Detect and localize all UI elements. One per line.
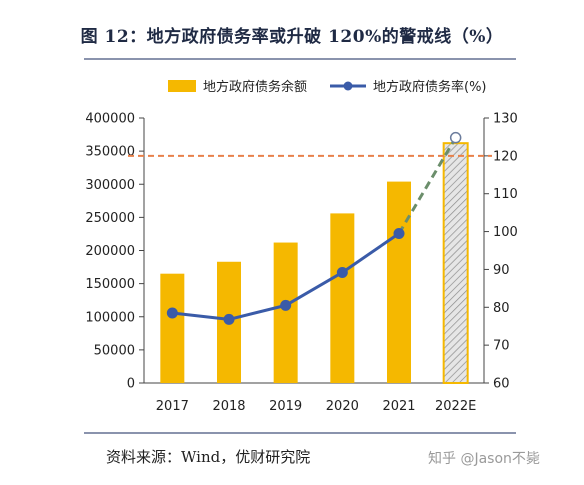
- chart-title: 图 12：地方政府债务率或升破 120%的警戒线（%）: [80, 27, 504, 47]
- legend-label-line: 地方政府债务率(%): [373, 79, 487, 95]
- y-left-tick-label: 100000: [85, 310, 135, 325]
- bar-2017: [160, 273, 185, 383]
- ratio-point-2019: [280, 299, 292, 311]
- ratio-line-forecast: [397, 136, 457, 235]
- ratio-point-2021: [393, 227, 405, 239]
- footer-divider: [84, 432, 516, 434]
- y-left-tick-label: 0: [127, 377, 135, 392]
- bar-2020: [330, 213, 355, 383]
- x-tick-label: 2017: [156, 399, 189, 414]
- legend-swatch-bar: [168, 80, 196, 92]
- x-tick-label: 2020: [326, 399, 359, 414]
- y-left-tick-label: 350000: [85, 145, 135, 160]
- title-divider: [84, 58, 516, 60]
- y-right-tick-label: 90: [493, 263, 510, 278]
- ratio-point-2018: [223, 313, 235, 325]
- ratio-point-2022E: [449, 131, 462, 144]
- x-tick-label: 2019: [269, 399, 302, 414]
- x-tick-label: 2021: [382, 399, 415, 414]
- y-left-tick-label: 250000: [85, 211, 135, 226]
- y-left-tick-label: 300000: [85, 178, 135, 193]
- x-tick-label: 2022E: [435, 399, 476, 414]
- y-right-tick-label: 100: [493, 225, 518, 240]
- x-tick-label: 2018: [212, 399, 245, 414]
- legend-label-bar: 地方政府债务余额: [203, 79, 307, 95]
- y-right-tick-label: 120: [493, 149, 518, 164]
- ratio-point-2017: [166, 307, 178, 319]
- ratio-point-2020: [336, 266, 348, 278]
- y-right-tick-label: 70: [493, 339, 510, 354]
- y-right-tick-label: 80: [493, 301, 510, 316]
- y-left-tick-label: 200000: [85, 244, 135, 259]
- y-right-tick-label: 110: [493, 187, 518, 202]
- y-right-tick-label: 60: [493, 377, 510, 392]
- bar-estimate-2022E: [442, 142, 469, 384]
- y-left-tick-label: 400000: [85, 112, 135, 127]
- bar-2021: [387, 181, 411, 383]
- watermark-text: 知乎 @Jason不毙: [428, 451, 540, 467]
- source-note: 资料来源：Wind，优财研究院: [106, 448, 311, 466]
- y-left-tick-label: 50000: [94, 343, 135, 358]
- legend-marker-line: [343, 81, 353, 91]
- y-right-tick-label: 130: [493, 112, 518, 127]
- y-left-tick-label: 150000: [85, 277, 135, 292]
- bar-2019: [273, 242, 298, 383]
